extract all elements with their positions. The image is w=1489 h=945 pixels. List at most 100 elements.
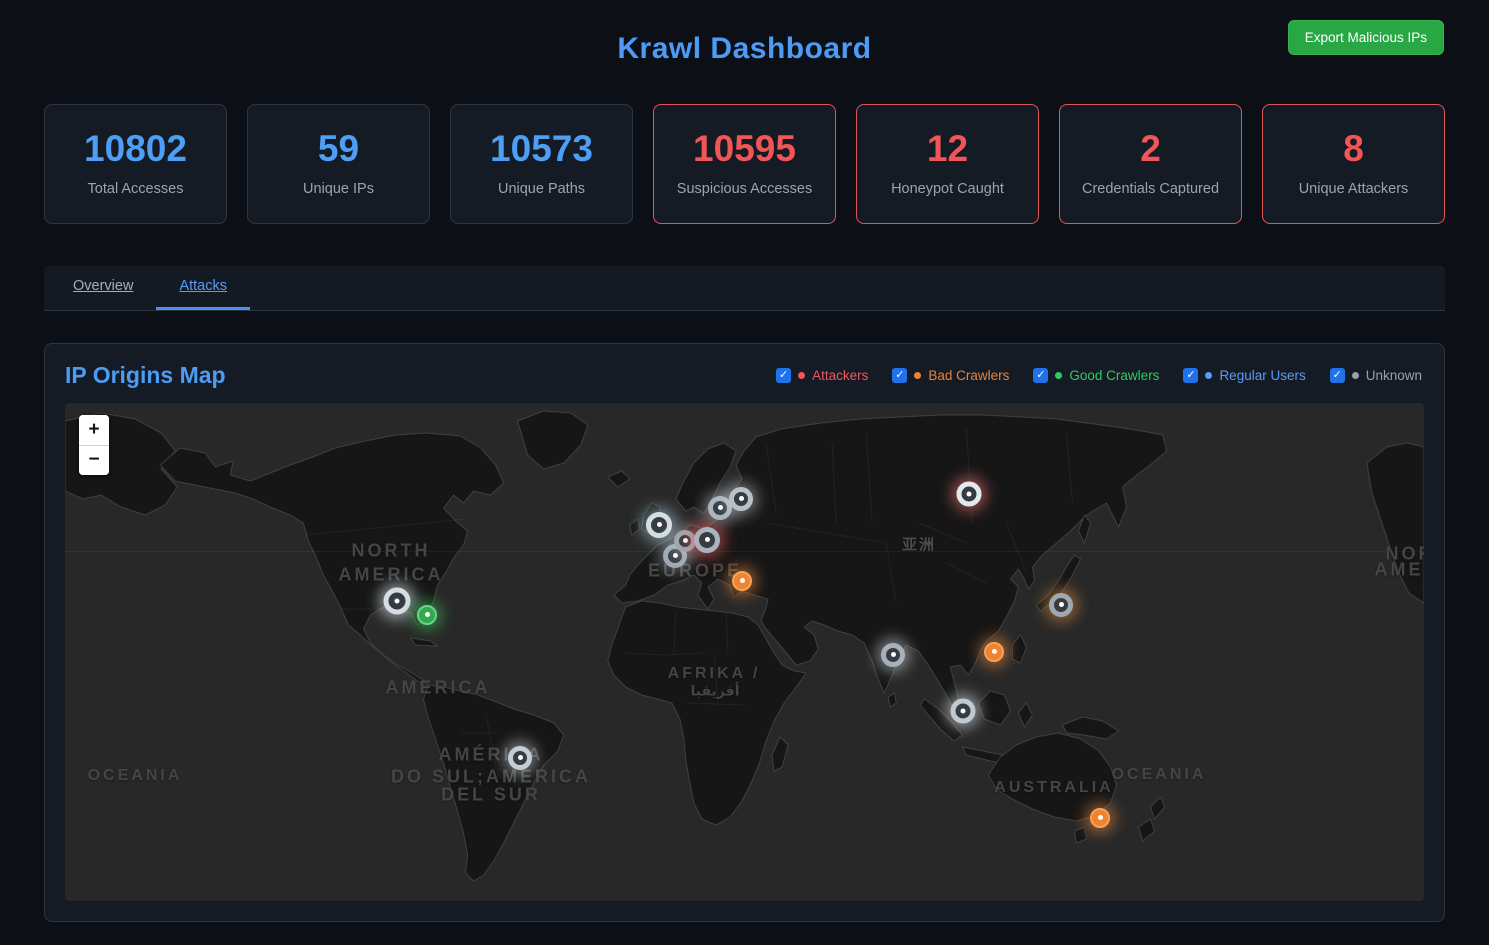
marker-center-dot <box>394 598 400 604</box>
map-legend: ✓ Attackers ✓ Bad Crawlers ✓ Good Crawlers ✓ Re… <box>776 367 1422 383</box>
stat-value: 10595 <box>693 128 796 169</box>
map-zoom-out-button[interactable]: − <box>79 444 109 475</box>
stat-value: 8 <box>1343 128 1364 169</box>
map-marker-unknown-11[interactable] <box>881 642 905 667</box>
map-label-أفريقيا: أفريقيا <box>690 682 740 699</box>
map-panel-title: IP Origins Map <box>65 361 226 388</box>
stat-card-suspicious-accesses: 10595 Suspicious Accesses <box>653 104 836 224</box>
stat-card-total-accesses: 10802 Total Accesses <box>44 104 227 224</box>
map-marker-bad-crawler-9[interactable] <box>732 570 752 591</box>
stat-value: 12 <box>926 128 969 169</box>
page-title: Krawl Dashboard <box>617 32 872 65</box>
marker-center-dot <box>966 491 972 497</box>
stat-card-honeypot-caught: 12 Honeypot Caught <box>856 104 1039 224</box>
header: Krawl Dashboard Export Malicious IPs <box>0 0 1489 84</box>
legend-dot-unknown <box>1351 371 1359 379</box>
stat-value: 10802 <box>84 128 187 169</box>
legend-item-bad-crawlers[interactable]: ✓ Bad Crawlers <box>892 367 1010 383</box>
map-marker-unknown-7[interactable] <box>708 495 732 520</box>
marker-center-dot <box>960 708 966 714</box>
map-label-australia: AUSTRALIA <box>994 778 1114 796</box>
legend-label-attackers: Attackers <box>812 367 869 383</box>
export-malicious-ips-button[interactable]: Export Malicious IPs <box>1287 20 1444 55</box>
legend-label-good-crawlers: Good Crawlers <box>1069 367 1160 383</box>
stat-value: 59 <box>317 128 360 169</box>
map-zoom-control: + − <box>79 414 109 475</box>
map-label-亚洲: 亚洲 <box>901 536 937 554</box>
map-label-oceania: OCEANIA <box>1111 765 1207 783</box>
legend-dot-attackers <box>798 371 806 379</box>
stat-label: Suspicious Accesses <box>676 180 813 197</box>
legend-item-attackers[interactable]: ✓ Attackers <box>776 367 869 383</box>
legend-checkbox-attackers[interactable]: ✓ <box>776 367 792 383</box>
tab-overview[interactable]: Overview <box>50 266 156 310</box>
stat-value: 2 <box>1140 128 1161 169</box>
map-marker-unknown-10[interactable] <box>956 481 982 507</box>
marker-center-dot <box>672 553 678 559</box>
legend-item-regular-users[interactable]: ✓ Regular Users <box>1183 367 1306 383</box>
stat-value: 10573 <box>490 128 593 169</box>
stat-label: Credentials Captured <box>1081 180 1220 197</box>
map-marker-unknown-2[interactable] <box>508 745 532 770</box>
map-label-nor: NOR <box>1385 543 1425 564</box>
map-marker-unknown-14[interactable] <box>1049 592 1073 617</box>
marker-center-dot <box>704 537 710 543</box>
ip-origins-map-panel: IP Origins Map ✓ Attackers ✓ Bad Crawlers ✓ G… <box>44 342 1445 922</box>
graticule-line <box>65 550 1424 552</box>
map-marker-unknown-3[interactable] <box>646 511 672 538</box>
stat-label: Honeypot Caught <box>891 180 1004 197</box>
map-label-america: AMERICA <box>385 677 491 698</box>
legend-label-bad-crawlers: Bad Crawlers <box>928 367 1010 383</box>
map-marker-unknown-0[interactable] <box>383 587 411 615</box>
marker-center-dot <box>1058 602 1064 608</box>
map-zoom-in-button[interactable]: + <box>79 414 109 445</box>
map-marker-unknown-12[interactable] <box>950 698 976 724</box>
stat-card-unique-paths: 10573 Unique Paths <box>450 104 633 224</box>
tab-bar: Overview Attacks <box>44 265 1445 311</box>
stat-card-unique-ips: 59 Unique IPs <box>247 104 430 224</box>
marker-center-dot <box>738 496 744 502</box>
legend-checkbox-regular-users[interactable]: ✓ <box>1183 367 1199 383</box>
map-marker-unknown-6[interactable] <box>694 526 720 553</box>
stats-row: 10802 Total Accesses 59 Unique IPs 10573 Uniq… <box>44 104 1445 224</box>
world-map-svg <box>65 410 1424 882</box>
map-label-america: AMERICA <box>338 564 444 585</box>
map-panel-header: IP Origins Map ✓ Attackers ✓ Bad Crawlers ✓ G… <box>45 344 1444 403</box>
marker-center-dot <box>890 652 896 658</box>
legend-checkbox-good-crawlers[interactable]: ✓ <box>1033 367 1049 383</box>
legend-item-good-crawlers[interactable]: ✓ Good Crawlers <box>1033 367 1160 383</box>
legend-checkbox-unknown[interactable]: ✓ <box>1329 367 1345 383</box>
map-label-del-sur: DEL SUR <box>441 784 541 805</box>
legend-dot-regular-users <box>1205 371 1213 379</box>
legend-checkbox-bad-crawlers[interactable]: ✓ <box>892 367 908 383</box>
map-label-afrika: AFRIKA / <box>667 664 761 682</box>
marker-center-dot <box>424 612 430 618</box>
stat-label: Unique IPs <box>303 180 374 197</box>
map-label-oceania: OCEANIA <box>87 766 183 784</box>
marker-center-dot <box>717 505 723 511</box>
map-marker-unknown-8[interactable] <box>729 486 753 511</box>
map-label-north: NORTH <box>351 540 431 561</box>
legend-item-unknown[interactable]: ✓ Unknown <box>1329 367 1422 383</box>
marker-center-dot <box>1097 815 1103 821</box>
stat-card-unique-attackers: 8 Unique Attackers <box>1262 104 1445 224</box>
stat-label: Total Accesses <box>87 180 184 197</box>
legend-dot-bad-crawlers <box>914 371 922 379</box>
map-marker-good-crawler-1[interactable] <box>417 604 437 625</box>
marker-center-dot <box>656 522 662 528</box>
map-label-amer: AMER <box>1374 559 1425 580</box>
world-map[interactable]: + − NORTH AMERICA AMERICA EUROPE AFRIKA / أفر… <box>65 402 1425 901</box>
map-label-europe: EUROPE <box>647 560 743 581</box>
legend-label-unknown: Unknown <box>1365 367 1422 383</box>
marker-center-dot <box>991 649 997 655</box>
map-marker-bad-crawler-13[interactable] <box>984 641 1004 662</box>
legend-dot-good-crawlers <box>1055 371 1063 379</box>
map-marker-unknown-5[interactable] <box>674 529 696 552</box>
legend-label-regular-users: Regular Users <box>1219 367 1306 383</box>
marker-center-dot <box>517 755 523 761</box>
tab-attacks[interactable]: Attacks <box>156 266 250 310</box>
stat-label: Unique Paths <box>497 180 586 197</box>
map-marker-bad-crawler-15[interactable] <box>1090 807 1110 828</box>
marker-center-dot <box>682 538 688 544</box>
